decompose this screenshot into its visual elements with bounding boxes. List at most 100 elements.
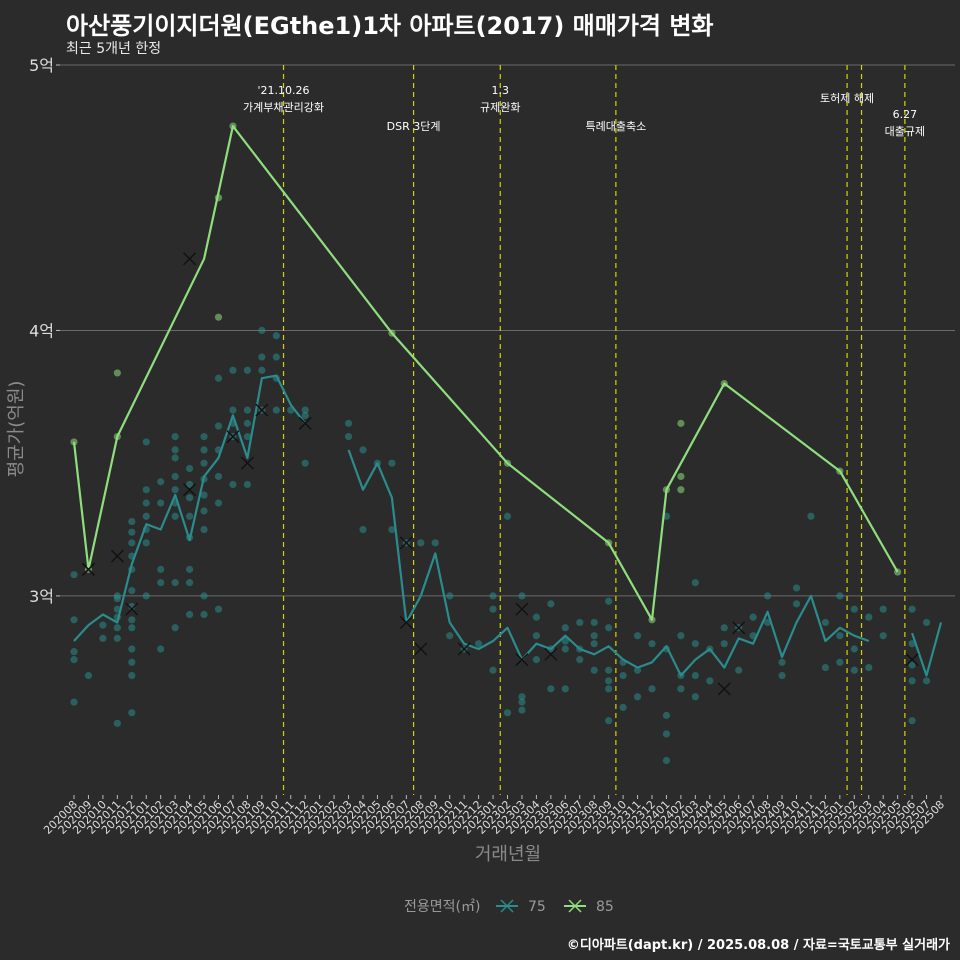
scatter-point-75	[258, 353, 266, 361]
scatter-point-75	[157, 478, 165, 486]
scatter-point-75	[84, 671, 93, 680]
scatter-point-75	[908, 661, 916, 669]
x-axis-label: 거래년월	[475, 844, 541, 865]
scatter-point-75	[489, 605, 497, 613]
scatter-point-75	[214, 499, 223, 507]
x-mark-stroke	[732, 621, 746, 635]
scatter-point-75	[229, 366, 237, 374]
scatter-point-75	[561, 637, 569, 645]
scatter-point-75	[171, 579, 179, 587]
x-mark-75	[183, 483, 197, 497]
x-mark-stroke	[515, 602, 529, 616]
scatter-point-75	[128, 709, 136, 717]
series-line-85	[72, 125, 899, 621]
x-mark-85	[183, 252, 197, 266]
scatter-point-75	[561, 624, 569, 632]
x-mark-75	[298, 416, 312, 430]
event-label: '21.10.26	[258, 84, 310, 97]
x-mark-stroke	[226, 430, 240, 444]
scatter-point-75	[850, 666, 858, 674]
scatter-point-75	[633, 693, 642, 701]
scatter-point-75	[113, 624, 121, 632]
scatter-point-75	[128, 645, 136, 653]
scatter-point-75	[388, 525, 396, 534]
scatter-point-75	[749, 613, 757, 621]
scatter-point-75	[879, 632, 887, 640]
scatter-point-85	[113, 369, 121, 377]
x-mark-75	[732, 621, 746, 635]
scatter-point-75	[792, 584, 801, 592]
x-mark-75	[414, 642, 428, 656]
scatter-point-75	[113, 634, 121, 642]
scatter-point-75	[128, 616, 136, 624]
series-layer	[70, 122, 943, 765]
scatter-point-75	[778, 671, 786, 680]
scatter-point-75	[301, 411, 309, 419]
x-mark-stroke	[110, 549, 124, 563]
scatter-point-75	[821, 663, 830, 672]
scatter-point-75	[99, 621, 107, 629]
scatter-point-75	[186, 512, 194, 520]
scatter-point-85	[677, 486, 685, 494]
scatter-point-75	[70, 698, 78, 706]
scatter-point-75	[605, 666, 613, 674]
y-tick-label: 4억	[29, 321, 54, 340]
scatter-point-75	[807, 512, 815, 520]
scatter-point-75	[590, 618, 598, 627]
x-mark-75	[399, 536, 413, 550]
scatter-point-75	[547, 600, 555, 608]
scatter-point-75	[243, 419, 251, 427]
scatter-point-75	[691, 579, 699, 587]
scatter-point-75	[157, 645, 165, 653]
scatter-point-75	[186, 565, 194, 573]
scatter-point-75	[590, 640, 598, 648]
scatter-point-75	[99, 634, 107, 642]
scatter-point-75	[258, 366, 266, 374]
scatter-point-75	[431, 539, 439, 547]
scatter-point-75	[344, 419, 353, 427]
event-label: 규제완화	[480, 101, 520, 114]
scatter-point-75	[301, 406, 309, 414]
event-label: 가계부채관리강화	[243, 101, 324, 114]
legend: 전용면적(㎡) 75 85	[404, 899, 614, 915]
scatter-point-75	[70, 656, 78, 664]
scatter-point-75	[214, 422, 223, 430]
scatter-point-75	[243, 480, 251, 489]
scatter-point-75	[518, 706, 526, 714]
x-mark-75	[457, 642, 471, 656]
chart-title: 아산풍기이지더원(EGthe1)1차 아파트(2017) 매매가격 변화	[66, 12, 714, 40]
scatter-point-75	[648, 685, 656, 693]
event-label: 특례대출축소	[586, 120, 647, 133]
x-mark-75	[515, 653, 529, 667]
legend-title: 전용면적(㎡)	[404, 899, 480, 915]
scatter-point-85	[677, 419, 685, 427]
scatter-point-75	[301, 459, 309, 467]
scatter-point-75	[561, 685, 569, 693]
scatter-point-75	[720, 624, 728, 632]
scatter-point-75	[561, 645, 569, 653]
scatter-point-75	[532, 613, 541, 621]
scatter-point-75	[344, 433, 353, 441]
scatter-point-75	[243, 366, 251, 374]
scatter-point-75	[691, 693, 699, 701]
x-mark-stroke	[399, 536, 413, 550]
scatter-point-75	[388, 459, 396, 467]
chart-subtitle: 최근 5개년 한정	[66, 41, 162, 57]
scatter-point-75	[142, 539, 150, 547]
scatter-point-75	[186, 494, 194, 502]
scatter-point-75	[489, 666, 497, 674]
x-mark-75	[255, 403, 269, 417]
scatter-point-75	[662, 711, 671, 719]
legend-label: 75	[528, 899, 546, 915]
scatter-point-75	[200, 610, 208, 619]
x-mark-75	[515, 602, 529, 616]
x-mark-85	[81, 562, 95, 576]
scatter-point-75	[359, 446, 367, 454]
event-label: 1.3	[492, 84, 510, 97]
scatter-point-75	[865, 663, 873, 672]
scatter-point-75	[186, 464, 194, 473]
scatter-point-75	[865, 613, 873, 621]
scatter-point-75	[243, 433, 251, 441]
x-mark-stroke	[717, 682, 731, 696]
